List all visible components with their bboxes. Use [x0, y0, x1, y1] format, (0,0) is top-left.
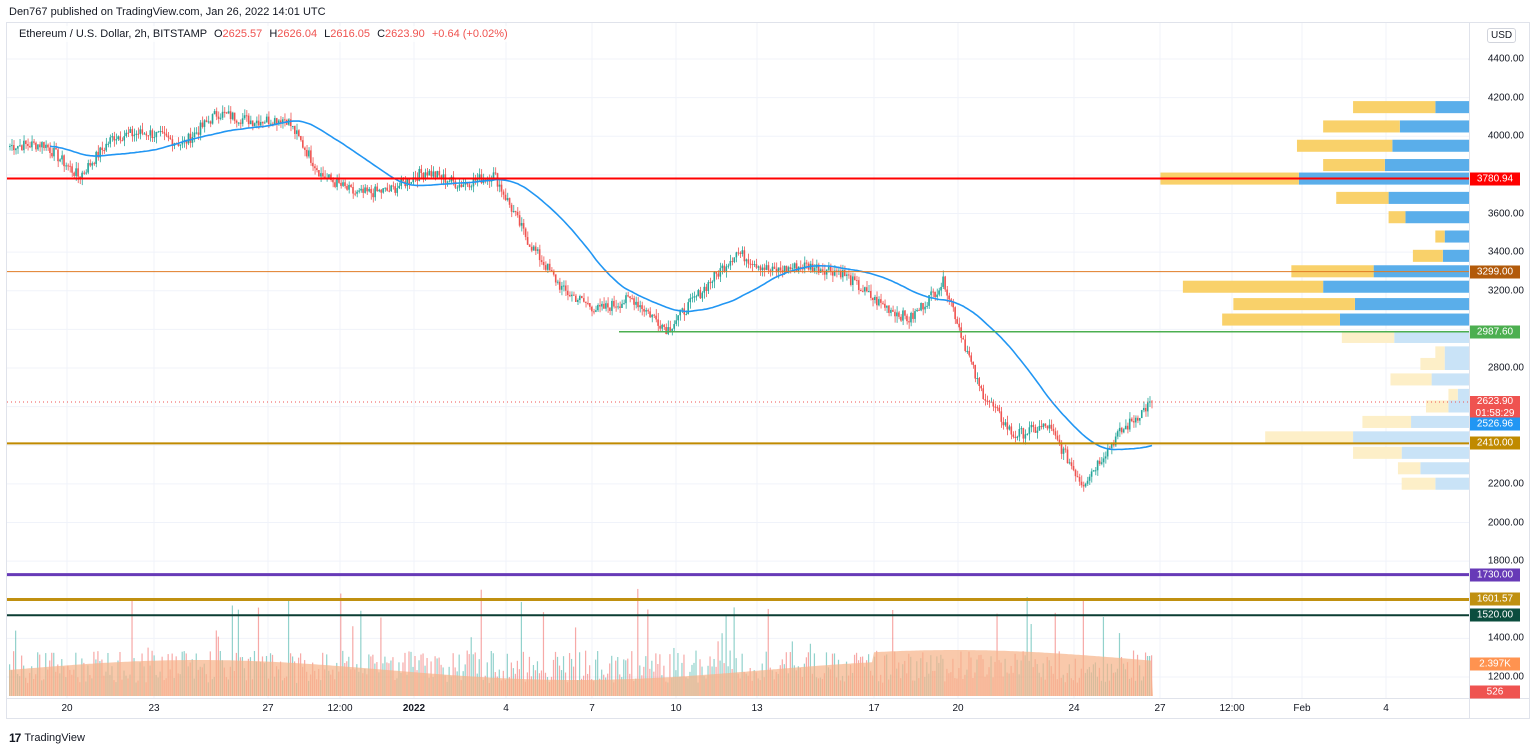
time-tick: 7	[589, 703, 595, 714]
price-tick: 2800.00	[1487, 362, 1524, 374]
currency-button[interactable]: USD	[1487, 28, 1517, 43]
time-tick: 4	[503, 703, 509, 714]
price-tick: 1800.00	[1487, 555, 1524, 567]
time-tick: 4	[1383, 703, 1389, 714]
level-price-badge: 3299.00	[1470, 265, 1520, 279]
price-tick: 2000.00	[1487, 517, 1524, 528]
price-tick: 3200.00	[1487, 285, 1524, 297]
price-tick: 1200.00	[1487, 671, 1524, 683]
time-tick: 10	[670, 703, 682, 714]
open-label: O	[213, 28, 223, 40]
ma-value-badge: 2526.96	[1470, 417, 1520, 431]
level-price-badge: 1601.57	[1470, 592, 1520, 606]
close-label: C	[377, 28, 386, 40]
last-price-badge: 2623.90 01:58:29	[1470, 396, 1520, 420]
volume-bars	[9, 588, 1153, 696]
change-value: +0.64 (+0.02%)	[431, 28, 508, 40]
volume-badge: 526	[1470, 685, 1520, 699]
chart-frame	[6, 22, 1530, 719]
chart-plot-area[interactable]: Ethereum / U.S. Dollar, 2h, BITSTAMP O26…	[7, 23, 1469, 698]
price-tick: 2200.00	[1487, 478, 1524, 490]
brand-name: TradingView	[24, 732, 85, 744]
time-tick: 27	[1154, 703, 1166, 714]
time-tick: 20	[61, 703, 73, 714]
price-tick: 1400.00	[1487, 632, 1524, 644]
price-chart-canvas[interactable]	[7, 23, 1469, 698]
close-value: 2623.90	[385, 28, 425, 40]
tradingview-logo-icon: 17	[9, 731, 21, 745]
time-tick: 27	[262, 703, 274, 714]
symbol-title: Ethereum / U.S. Dollar, 2h, BITSTAMP	[19, 28, 207, 40]
price-tick: 3400.00	[1487, 246, 1524, 258]
time-tick: 13	[751, 703, 763, 714]
high-label: H	[269, 28, 278, 40]
low-value: 2616.05	[330, 28, 371, 40]
time-tick: 12:00	[1219, 703, 1245, 714]
time-tick: Feb	[1293, 703, 1311, 714]
price-tick: 4200.00	[1487, 92, 1524, 104]
high-value: 2626.04	[277, 28, 318, 40]
level-price-badge: 3780.94	[1470, 172, 1520, 186]
low-label: L	[324, 28, 331, 40]
volume-profile	[1160, 101, 1469, 490]
time-tick: 23	[148, 703, 160, 714]
volume-ma-badge: 2.397K	[1470, 657, 1520, 671]
candlesticks	[9, 105, 1153, 492]
time-tick: 12:00	[327, 703, 353, 714]
time-tick: 17	[868, 703, 880, 714]
price-tick: 3600.00	[1487, 208, 1524, 219]
level-price-badge: 2987.60	[1470, 325, 1520, 339]
level-price-badge: 1520.00	[1470, 608, 1520, 622]
grid-lines	[7, 23, 1469, 698]
level-price-badge: 1730.00	[1470, 568, 1520, 582]
footer: 17 TradingView	[9, 731, 85, 745]
price-tick: 4400.00	[1487, 53, 1524, 65]
moving-average-line	[49, 120, 1153, 451]
level-price-badge: 2410.00	[1470, 436, 1520, 450]
price-tick: 4000.00	[1487, 130, 1524, 142]
time-tick: 24	[1068, 703, 1080, 714]
axis-corner	[1469, 698, 1530, 719]
symbol-legend: Ethereum / U.S. Dollar, 2h, BITSTAMP O26…	[16, 26, 511, 42]
open-value: 2625.57	[222, 28, 263, 40]
time-tick: 2022	[402, 703, 426, 714]
time-axis[interactable]: 20 23 27 12:00 2022 4 7 10 13 17 20 24 27 12:00 Feb 4	[7, 698, 1469, 719]
price-axis[interactable]: 4400.00 4200.00 4000.00 3600.00 3400.00 3200.…	[1469, 23, 1530, 698]
volume-ma-area	[9, 650, 1153, 696]
publish-info: Den767 published on TradingView.com, Jan…	[9, 6, 326, 18]
time-tick: 20	[952, 703, 964, 714]
